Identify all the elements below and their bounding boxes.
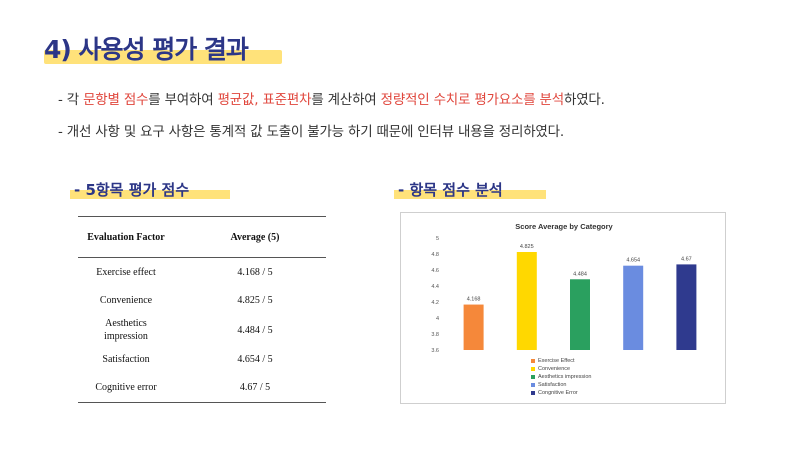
legend-swatch [531,383,535,387]
legend-swatch [531,359,535,363]
section-title-scores: - 5항목 평가 점수 [70,179,230,200]
page-title: 4) 사용성 평가 결과 [44,35,249,64]
bullet-scoring-method: - 각 문항별 점수를 부여하여 평균값, 표준편차를 계산하여 정량적인 수치… [58,88,605,108]
cell-average: 4.67 / 5 [239,381,271,393]
chart-title: Score Average by Category [515,222,613,231]
title-highlight [44,50,282,64]
y-tick-label: 4 [436,316,439,322]
table-row: Cognitive error 4.67 / 5 [78,372,326,402]
y-tick-label: 4.2 [431,300,439,306]
table-header-row: Evaluation Factor Average (5) [78,217,326,257]
header-factor: Evaluation Factor [87,231,165,243]
section-title-analysis: - 항목 점수 분석 [394,179,546,200]
cell-factor: Cognitive error [95,381,157,393]
bar [516,252,537,350]
table-row: Satisfaction 4.654 / 5 [78,346,326,372]
chart-canvas: Score Average by Category 3.6 3.8 4 4.2 4.4 4.… [431,222,697,354]
legend-item: Convenience [531,365,592,373]
table-rule-top [78,216,326,217]
data-label: 4.654 [626,258,640,264]
section-highlight [70,190,230,199]
bullet-1-part-5: 를 계산하여 [311,92,381,108]
cell-average: 4.168 / 5 [237,266,273,278]
cell-factor: Exercise effect [96,266,156,278]
y-tick-label: 4.6 [431,268,439,274]
bullet-1-part-7: 하였다. [563,92,605,108]
legend-item: Satisfaction [531,381,592,389]
legend-label: Satisfaction [538,382,567,388]
table-rule-bottom [78,402,326,403]
table-rule-mid [78,257,326,258]
legend-label: Aesthetics impression [538,374,592,380]
bar [570,279,590,350]
data-label: 4.67 [681,256,692,262]
legend-item: Aesthetics impression [531,373,592,381]
section-title-analysis-text: - 항목 점수 분석 [398,181,503,199]
cell-factor: Convenience [99,294,153,306]
table-row: Convenience 4.825 / 5 [78,286,326,314]
bar [676,264,697,350]
bullet-interview-summary: - 개선 사항 및 요구 사항은 통계적 값 도출이 불가능 하기 때문에 인터… [58,124,564,140]
bar [463,304,484,350]
score-table: Evaluation Factor Average (5) Exercise e… [78,216,326,403]
y-tick-label: 3.8 [431,332,439,338]
legend-item: Congnitive Error [531,389,592,397]
legend-swatch [531,375,535,379]
bullet-1-part-3: 를 부여하여 [148,92,218,108]
cell-average: 4.825 / 5 [237,294,273,306]
legend-item: Exercise Effect [531,357,592,365]
legend-label: Convenience [538,366,571,372]
cell-average: 4.654 / 5 [237,353,273,365]
section-title-scores-text: - 5항목 평가 점수 [74,181,190,199]
bullet-1-part-1: - 각 [58,92,84,108]
header-average: Average (5) [230,231,280,243]
cell-factor: Satisfaction [102,353,150,365]
legend-swatch [531,391,535,395]
chart-legend: Exercise Effect Convenience Aesthetics imp… [531,357,592,397]
section-highlight [394,190,546,199]
data-label: 4.168 [467,297,481,303]
table-row: Exercise effect 4.168 / 5 [78,258,326,286]
bullet-1-part-2: 문항별 점수 [83,92,149,108]
legend-label: Congnitive Error [538,390,578,396]
y-tick-label: 4.8 [431,252,439,258]
bullet-1-part-4: 평균값, 표준편차 [217,92,312,108]
y-tick-label: 4.4 [431,284,439,290]
page-title-wrap: 4) 사용성 평가 결과 [44,30,282,66]
cell-average: 4.484 / 5 [237,324,273,336]
table-row: Aesthetics impression 4.484 / 5 [78,314,326,346]
y-tick-label: 5 [436,236,439,242]
data-label: 4.825 [520,244,534,250]
legend-swatch [531,367,535,371]
legend-label: Exercise Effect [538,358,575,364]
bar [623,265,644,350]
bullet-1-part-6: 정량적인 수치로 평가요소를 분석 [380,92,565,108]
y-tick-label: 3.6 [431,348,439,354]
cell-factor: Aesthetics impression [104,317,148,343]
data-label: 4.484 [573,271,587,277]
score-bar-chart: Score Average by Category 3.6 3.8 4 4.2 4.4 4.… [400,212,726,404]
